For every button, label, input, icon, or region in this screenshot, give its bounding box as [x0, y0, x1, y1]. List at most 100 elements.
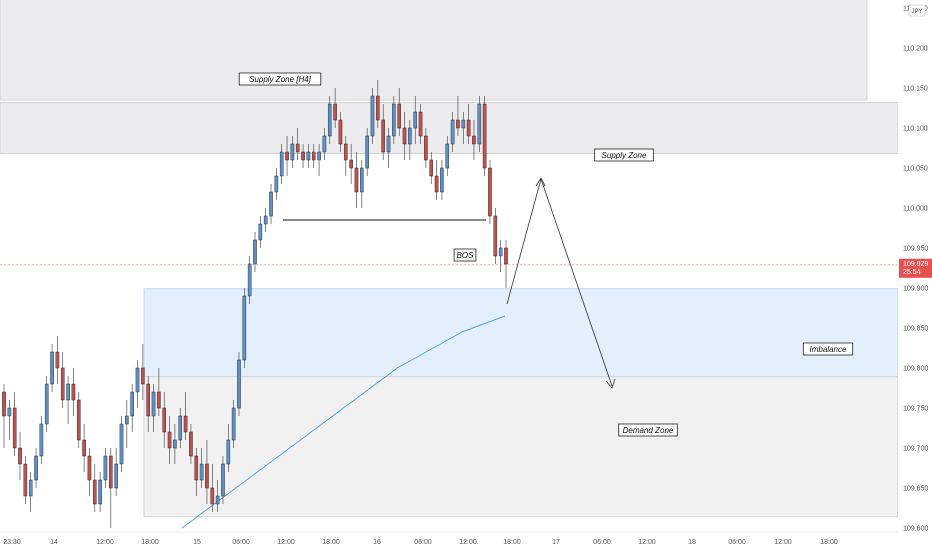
candle — [194, 448, 199, 496]
candle — [98, 472, 102, 512]
candle-body — [402, 127, 407, 145]
price-tick-label: 110.000 — [903, 206, 928, 213]
current-price-value: 109.929 — [903, 261, 928, 268]
time-tick-label: 12:00 — [459, 539, 477, 546]
projection-arrowhead-up — [535, 177, 546, 187]
supply-zone-h4-label: Supply Zone [H4] — [238, 72, 322, 86]
candle — [461, 112, 466, 144]
candle-body — [434, 175, 439, 193]
supply-zone-label: Supply Zone — [594, 148, 654, 162]
candle-body — [253, 239, 257, 265]
candle — [381, 104, 385, 160]
candle — [365, 128, 369, 176]
candle — [162, 392, 167, 448]
candle — [482, 96, 487, 176]
candle — [253, 232, 257, 272]
candle — [413, 96, 418, 144]
price-tick-label: 110.050 — [903, 166, 928, 173]
candle — [311, 144, 316, 168]
price-tick-label: 109.750 — [903, 406, 928, 413]
candle — [44, 376, 49, 432]
candle-body — [445, 143, 450, 169]
candle-body — [440, 167, 444, 193]
candle — [274, 168, 279, 200]
time-tick-label: 14 — [50, 539, 58, 546]
candle-body — [477, 103, 482, 145]
candle-body — [493, 215, 498, 257]
imbalance-label: Imbalance — [802, 342, 854, 356]
candle — [66, 376, 70, 424]
candle-body — [87, 455, 92, 481]
bos-label: BOS — [453, 248, 477, 262]
candle — [92, 464, 97, 512]
demand-zone-label-text: Demand Zone — [623, 426, 674, 435]
candle-body — [285, 151, 289, 161]
candle-body — [327, 103, 332, 137]
candle — [7, 400, 12, 440]
candle — [135, 360, 140, 408]
candle-body — [151, 391, 156, 417]
candle — [295, 128, 300, 160]
symbol-badge: JPY — [908, 4, 926, 17]
candle-body — [103, 455, 108, 481]
candle-body — [141, 367, 145, 385]
candle-body — [461, 119, 466, 129]
candle — [269, 184, 273, 224]
candle — [247, 256, 252, 304]
candle — [82, 424, 86, 472]
candle-body — [215, 495, 220, 505]
candle-body — [317, 151, 321, 161]
candle-body — [119, 423, 124, 465]
candle — [173, 424, 177, 464]
candle — [343, 136, 348, 176]
supply-zone-h4 — [0, 0, 868, 101]
candle — [2, 384, 6, 448]
candle — [119, 416, 124, 472]
time-tick-label: 16 — [373, 539, 381, 546]
candle-body — [370, 95, 375, 137]
candle-body — [2, 391, 6, 417]
candle-body — [199, 463, 204, 481]
candle-body — [424, 135, 428, 161]
candle-body — [50, 351, 54, 385]
price-tick-label: 109.900 — [903, 286, 928, 293]
candle-body — [482, 103, 487, 169]
candle — [472, 120, 476, 160]
candle-body — [456, 119, 460, 129]
time-tick-label: 23:30 — [3, 539, 21, 546]
candle — [290, 136, 295, 168]
candle — [151, 384, 156, 432]
candle-body — [376, 95, 380, 121]
candle — [424, 128, 428, 168]
candle-body — [365, 135, 369, 169]
candle-body — [242, 295, 247, 361]
candle — [237, 352, 241, 416]
candle-body — [109, 455, 113, 489]
candle-body — [146, 383, 150, 417]
candle — [189, 424, 193, 464]
candle-countdown: 25:54 — [903, 269, 921, 276]
candle — [402, 112, 407, 160]
imbalance-label-box — [802, 342, 854, 356]
candle-body — [189, 431, 193, 457]
candle-body — [76, 399, 81, 441]
candle-body — [237, 359, 241, 409]
candle — [397, 88, 401, 136]
candle-body — [55, 351, 60, 369]
demand-zone-label-box — [618, 423, 678, 437]
candle — [456, 96, 460, 136]
candle-body — [498, 247, 503, 257]
candle-body — [12, 407, 17, 449]
time-tick-label: 17 — [552, 539, 560, 546]
moving-average-line — [181, 315, 506, 529]
candle-body — [44, 383, 49, 425]
supply-zone-h4-label-text: Supply Zone [H4] — [249, 75, 312, 84]
candle-body — [157, 391, 161, 409]
candle — [392, 96, 396, 144]
supply-zone-label-box — [594, 148, 654, 162]
candle — [242, 288, 247, 368]
time-tick-label: 12:00 — [96, 539, 114, 546]
candle-body — [349, 159, 353, 169]
bos-label-box — [453, 248, 477, 262]
